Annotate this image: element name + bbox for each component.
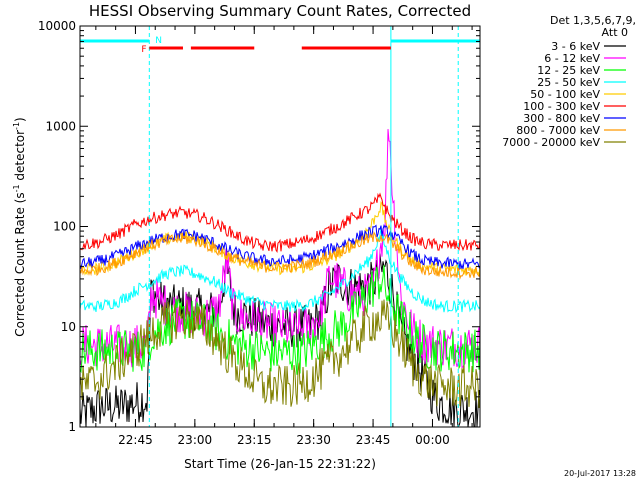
- y-tick-label-1: 10: [61, 320, 76, 334]
- y-tick-label-4: 10000: [38, 19, 76, 33]
- x-tick-label-3: 23:30: [296, 433, 331, 447]
- y-tick-label-0: 1: [68, 420, 76, 434]
- flags-layer: NF: [80, 36, 480, 55]
- legend-label-4: 50 - 100 keV: [530, 88, 600, 101]
- y-axis-label-sup2: -1: [12, 122, 21, 130]
- footer-date: 20-Jul-2017 13:28: [564, 469, 636, 478]
- svg-text:Corrected Count Rate (s-1 dete: Corrected Count Rate (s-1 detector-1): [12, 117, 27, 336]
- legend-label-6: 300 - 800 keV: [523, 112, 600, 125]
- legend-label-3: 25 - 50 keV: [537, 76, 600, 89]
- y-tick-label-2: 100: [53, 220, 76, 234]
- legend-label-5: 100 - 300 keV: [523, 100, 600, 113]
- y-axis-label-mid: detector: [13, 130, 27, 185]
- y-axis-label-sup1: -1: [12, 184, 21, 192]
- legend-label-7: 800 - 7000 keV: [516, 124, 600, 137]
- legend-header-line2: Att 0: [602, 26, 628, 39]
- y-axis-label-main: Corrected Count Rate (s: [13, 192, 27, 336]
- chart-title: HESSI Observing Summary Count Rates, Cor…: [89, 2, 471, 20]
- legend-label-8: 7000 - 20000 keV: [502, 136, 600, 149]
- series-line-6: [80, 223, 480, 270]
- x-tick-label-2: 23:15: [237, 433, 272, 447]
- series-line-5: [80, 192, 480, 254]
- legend-header-line1: Det 1,3,5,6,7,9,: [550, 14, 636, 27]
- series-line-7: [80, 230, 480, 281]
- x-tick-label-4: 23:45: [356, 433, 391, 447]
- x-tick-label-5: 00:00: [415, 433, 450, 447]
- series-line-8: [80, 299, 480, 408]
- legend-label-2: 12 - 25 keV: [537, 64, 600, 77]
- x-tick-label-1: 23:00: [178, 433, 213, 447]
- y-axis-label-end: ): [13, 117, 27, 122]
- flag-label-N: N: [155, 36, 162, 46]
- legend-label-0: 3 - 6 keV: [551, 40, 600, 53]
- axes-layer: 1 10 100 1000 10000 22:45 23:00 23:15 23:30 23:45…: [38, 19, 481, 447]
- y-tick-label-3: 1000: [45, 119, 76, 133]
- x-tick-label-0: 22:45: [118, 433, 153, 447]
- x-axis-label: Start Time (26-Jan-15 22:31:22): [184, 457, 376, 471]
- series-line-3: [80, 228, 480, 314]
- legend-label-1: 6 - 12 keV: [544, 52, 600, 65]
- markers-layer: [80, 26, 459, 427]
- y-axis-label: Corrected Count Rate (s-1 detector-1): [12, 117, 27, 336]
- flag-label-F: F: [141, 45, 146, 55]
- series-layer: [80, 129, 480, 427]
